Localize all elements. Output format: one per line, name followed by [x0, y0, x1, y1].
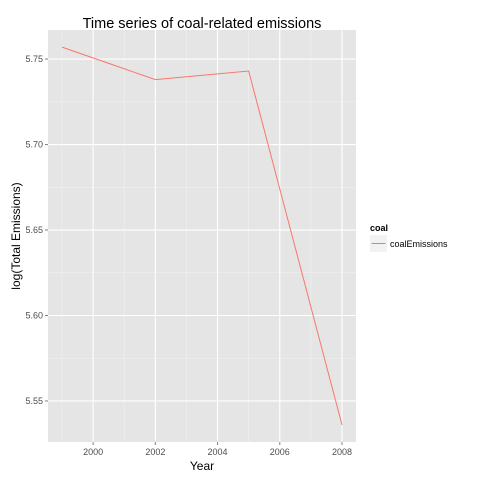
y-axis-title: log(Total Emissions)	[9, 182, 23, 289]
x-tick-label: 2004	[208, 447, 228, 457]
x-tick-label: 2008	[332, 447, 352, 457]
legend-label: coalEmissions	[390, 239, 448, 249]
y-tick-label: 5.70	[25, 140, 43, 150]
chart-title: Time series of coal-related emissions	[83, 16, 322, 32]
minor-gridlines	[48, 30, 356, 442]
legend: coal coalEmissions	[370, 223, 448, 252]
major-gridlines	[48, 30, 356, 442]
y-tick-label: 5.65	[25, 225, 43, 235]
x-axis-title: Year	[190, 459, 214, 473]
x-axis-ticks: 2000 2002 2004 2006 2008	[83, 442, 352, 457]
y-axis-ticks: 5.55 5.60 5.65 5.70 5.75	[25, 54, 48, 406]
plot-panel	[48, 30, 356, 442]
legend-title: coal	[370, 223, 388, 233]
x-tick-label: 2002	[145, 447, 165, 457]
x-tick-label: 2006	[270, 447, 290, 457]
series-line-coalEmissions	[61, 46, 343, 426]
y-tick-label: 5.55	[25, 396, 43, 406]
x-tick-label: 2000	[83, 447, 103, 457]
series-layer	[61, 46, 343, 426]
y-tick-label: 5.60	[25, 310, 43, 320]
y-tick-label: 5.75	[25, 54, 43, 64]
